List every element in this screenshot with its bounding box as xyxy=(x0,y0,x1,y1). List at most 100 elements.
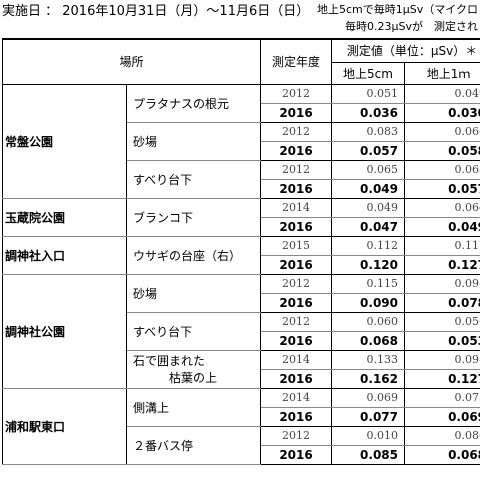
park-name: 常盤公園 xyxy=(2,84,127,199)
park-name: 調神社入口 xyxy=(2,236,127,275)
table-row: 2016 0.057 0.058 xyxy=(3,141,480,161)
year-cell: 2012 xyxy=(260,122,333,142)
value-1m: 0.069 xyxy=(404,407,480,427)
table-row: 2016 0.077 0.069 xyxy=(3,407,480,427)
location-name: 石で囲まれた枯葉の上 xyxy=(125,350,262,389)
value-5cm: 0.120 xyxy=(331,255,406,275)
table-row: 2016 0.090 0.078 xyxy=(3,293,480,313)
value-1m: 0.078 xyxy=(404,293,480,313)
location-name: プラタナスの根元 xyxy=(125,84,262,123)
value-5cm: 0.051 xyxy=(331,84,406,104)
col-place-header: 場所 xyxy=(1,38,262,85)
value-1m: 0.053 xyxy=(404,331,480,351)
col-year-header: 測定年度 xyxy=(260,38,333,85)
location-name: すべり台下 xyxy=(125,312,262,351)
park-name: 玉蔵院公園 xyxy=(2,198,127,237)
value-1m: 0.066 xyxy=(404,122,480,142)
value-5cm: 0.077 xyxy=(331,407,406,427)
table-row: すべり台下 2012 0.060 0.056 xyxy=(3,312,480,351)
year-cell: 2016 xyxy=(260,141,333,161)
value-1m: 0.111 xyxy=(404,236,480,256)
radiation-table: 場所 測定年度 測定値（単位：μSv）＊ 地上5cm 地上1ｍ 常盤公園 プラタ… xyxy=(1,38,480,465)
location-name: 砂場 xyxy=(125,122,262,161)
table-row: 砂場 2012 0.083 0.066 xyxy=(3,122,480,161)
year-cell: 2016 xyxy=(260,293,333,313)
value-5cm: 0.047 xyxy=(331,217,406,237)
year-cell: 2016 xyxy=(260,103,333,123)
value-1m: 0.127 xyxy=(404,255,480,275)
value-5cm: 0.049 xyxy=(331,179,406,199)
value-1m: 0.098 xyxy=(404,350,480,370)
header-row-2: 地上5cm 地上1ｍ xyxy=(3,62,480,85)
value-5cm: 0.115 xyxy=(331,274,406,294)
value-1m: 0.057 xyxy=(404,179,480,199)
year-cell: 2016 xyxy=(260,369,333,389)
year-cell: 2012 xyxy=(260,274,333,294)
year-cell: 2016 xyxy=(260,179,333,199)
year-cell: 2014 xyxy=(260,350,333,370)
value-5cm: 0.083 xyxy=(331,122,406,142)
value-5cm: 0.010 xyxy=(331,426,406,446)
year-cell: 2012 xyxy=(260,160,333,180)
value-5cm: 0.069 xyxy=(331,388,406,408)
table-row: 2016 0.162 0.127 xyxy=(3,369,480,389)
table-row: 2016 0.049 0.057 xyxy=(3,179,480,199)
location-name: 砂場 xyxy=(125,274,262,313)
value-1m: 0.075 xyxy=(404,388,480,408)
value-1m: 0.068 xyxy=(404,445,480,465)
year-cell: 2012 xyxy=(260,312,333,332)
value-5cm: 0.068 xyxy=(331,331,406,351)
table-row: 2016 0.047 0.049 xyxy=(3,217,480,237)
table-row: 常盤公園 プラタナスの根元 2012 0.051 0.049 xyxy=(2,84,480,199)
value-1m: 0.127 xyxy=(404,369,480,389)
table-row: 2016 0.036 0.030 xyxy=(3,103,480,123)
value-1m: 0.063 xyxy=(404,160,480,180)
location-name: ２番バス停 xyxy=(125,426,262,465)
table-row: 浦和駅東口 側溝上 2014 0.069 0.075 xyxy=(2,388,480,465)
year-cell: 2016 xyxy=(260,407,333,427)
header-row: 場所 測定年度 測定値（単位：μSv）＊ xyxy=(1,38,480,85)
value-1m: 0.030 xyxy=(404,103,480,123)
value-1m: 0.064 xyxy=(404,198,480,218)
note-line-1: 地上5cmで毎時1μSv（マイクロ xyxy=(316,3,478,16)
year-cell: 2014 xyxy=(260,198,333,218)
park-name: 調神社公園 xyxy=(2,274,127,389)
year-cell: 2016 xyxy=(260,445,333,465)
value-5cm: 0.060 xyxy=(331,312,406,332)
col-measured-header: 測定値（単位：μSv）＊ xyxy=(331,38,480,63)
year-cell: 2016 xyxy=(260,255,333,275)
year-cell: 2012 xyxy=(260,426,333,446)
table-row: 玉蔵院公園 ブランコ下 2014 0.049 0.064 xyxy=(2,198,480,237)
location-name: ウサギの台座（右） xyxy=(125,236,262,275)
value-5cm: 0.112 xyxy=(331,236,406,256)
note-line-2: 毎時0.23μSvが 測定され xyxy=(345,20,478,33)
value-1m: 0.058 xyxy=(404,141,480,161)
location-name-line1: 石で囲まれた xyxy=(133,353,206,368)
value-1m: 0.049 xyxy=(404,217,480,237)
value-5cm: 0.036 xyxy=(331,103,406,123)
year-cell: 2016 xyxy=(260,331,333,351)
value-1m: 0.056 xyxy=(404,312,480,332)
value-5cm: 0.065 xyxy=(331,160,406,180)
location-name-line2: 枯葉の上 xyxy=(169,370,218,385)
col-5cm-header: 地上5cm xyxy=(331,62,406,85)
table-row: 調神社入口 ウサギの台座（右） 2015 0.112 0.111 xyxy=(2,236,480,275)
value-5cm: 0.162 xyxy=(331,369,406,389)
value-5cm: 0.085 xyxy=(331,445,406,465)
value-5cm: 0.057 xyxy=(331,141,406,161)
value-5cm: 0.133 xyxy=(331,350,406,370)
park-name: 浦和駅東口 xyxy=(2,388,127,465)
year-cell: 2015 xyxy=(260,236,333,256)
location-name: すべり台下 xyxy=(125,160,262,199)
table-row: ２番バス停 2012 0.010 0.086 xyxy=(3,426,480,465)
value-5cm: 0.049 xyxy=(331,198,406,218)
year-cell: 2016 xyxy=(260,217,333,237)
value-1m: 0.098 xyxy=(404,274,480,294)
table-row: 2016 0.120 0.127 xyxy=(3,255,480,275)
year-cell: 2012 xyxy=(260,84,333,104)
table-row: 2016 0.085 0.068 xyxy=(3,445,480,465)
location-name: ブランコ下 xyxy=(125,198,262,237)
survey-date: 実施日 ： 2016年10月31日（月）～11月6日（日） xyxy=(2,4,310,19)
location-name: 側溝上 xyxy=(125,388,262,427)
